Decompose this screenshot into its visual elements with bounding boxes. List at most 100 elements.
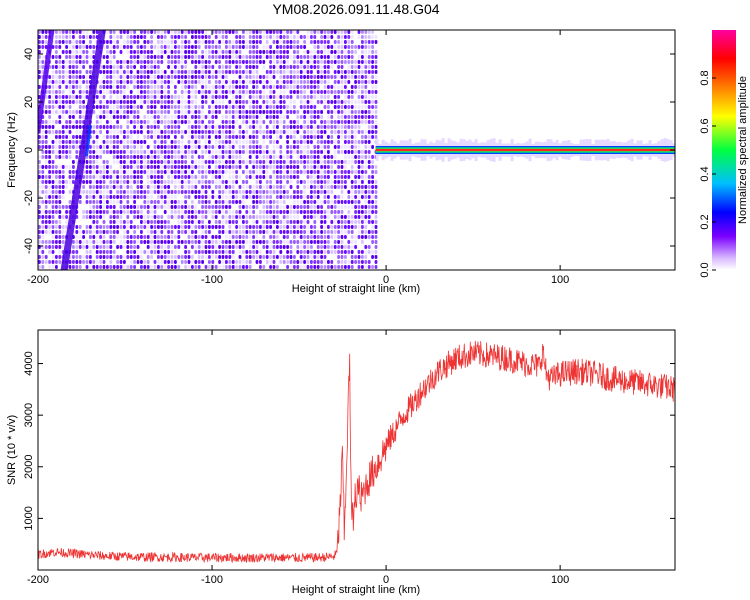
spectrogram-cell xyxy=(218,180,221,184)
spectrogram-cell xyxy=(262,190,266,194)
spectrogram-cell xyxy=(333,85,337,89)
spectrogram-cell xyxy=(150,45,153,49)
spectrogram-cell xyxy=(262,80,266,84)
spectrogram-cell xyxy=(279,155,283,159)
spectrogram-cell xyxy=(184,60,187,64)
spectrogram-cell xyxy=(126,140,130,144)
spectrogram-cell xyxy=(316,215,320,219)
spectrogram-cell xyxy=(262,200,266,204)
spectrogram-cell xyxy=(248,225,252,229)
spectrogram-cell xyxy=(136,175,140,179)
spectrogram-cell xyxy=(374,75,378,79)
spectrogram-cell xyxy=(231,255,235,259)
spectrogram-cell xyxy=(367,260,371,264)
spectrogram-cell xyxy=(197,110,201,114)
spectrogram-cell xyxy=(320,125,323,129)
spectrogram-cell xyxy=(109,210,113,214)
spectrogram-cell xyxy=(310,65,313,69)
spectrogram-cell xyxy=(299,65,303,69)
spectrogram-cell xyxy=(238,195,242,199)
spectrogram-cell xyxy=(61,130,65,134)
spectrogram-cell xyxy=(279,225,283,229)
spectrogram-cell xyxy=(214,265,218,269)
spectrogram-cell xyxy=(265,175,269,179)
spectrogram-cell xyxy=(201,165,204,169)
spectrogram-cell xyxy=(167,155,170,159)
spectrogram-cell xyxy=(262,215,266,219)
spectrogram-cell xyxy=(191,125,194,129)
spectrogram-cell xyxy=(252,30,255,34)
spectrogram-cell xyxy=(95,225,99,229)
spectrogram-cell xyxy=(177,255,181,259)
spectrogram-cell xyxy=(245,160,249,164)
spectrogram-cell xyxy=(313,80,317,84)
spectrogram-cell xyxy=(191,35,194,39)
spectrogram-cell xyxy=(248,115,252,119)
spectrogram-cell xyxy=(78,255,82,259)
spectrogram-cell xyxy=(313,160,317,164)
spectrogram-cell xyxy=(347,220,351,224)
spectrogram-cell xyxy=(310,110,313,114)
spectrogram-cell xyxy=(61,40,65,44)
spectrogram-cell xyxy=(293,235,296,239)
spectrogram-cell xyxy=(61,75,65,79)
spectrogram-cell xyxy=(201,225,204,229)
spectrogram-cell xyxy=(344,250,347,254)
spectrogram-cell xyxy=(133,30,136,34)
spectrogram-cell xyxy=(248,60,252,64)
spectrogram-cell xyxy=(112,145,116,149)
spectrogram-cell xyxy=(279,210,283,214)
spectrogram-cell xyxy=(231,145,235,149)
spectrogram-cell xyxy=(68,165,72,169)
spectrogram-cell xyxy=(340,75,344,79)
spectrogram-cell xyxy=(354,150,357,154)
spectrogram-cell xyxy=(361,60,364,64)
spectrogram-cell xyxy=(330,65,334,69)
spectrogram-cell xyxy=(48,250,51,254)
spectrogram-cell xyxy=(153,250,157,254)
spectrogram-cell xyxy=(119,215,123,219)
spectrogram-cell xyxy=(167,90,170,94)
spectrogram-cell xyxy=(157,170,160,174)
spectrogram-cell xyxy=(323,170,327,174)
spectrogram-cell xyxy=(204,195,208,199)
spectrogram-cell xyxy=(344,165,347,169)
spectrogram-cell xyxy=(119,225,123,229)
spectrogram-cell xyxy=(350,135,354,139)
spectrogram-cell xyxy=(187,170,191,174)
spectrogram-cell xyxy=(72,85,75,89)
spectrogram-cell xyxy=(279,170,283,174)
spectrogram-cell xyxy=(55,245,58,249)
spectrogram-cell xyxy=(140,175,143,179)
spectrogram-cell xyxy=(92,230,96,234)
spectrogram-cell xyxy=(109,90,113,94)
spectrogram-cell xyxy=(238,230,242,234)
spectrogram-cell xyxy=(286,70,289,74)
spectrogram-cell xyxy=(201,235,204,239)
spectrogram-cell xyxy=(364,185,368,189)
spectrogram-cell xyxy=(272,255,276,259)
spectrogram-cell xyxy=(48,150,51,154)
spectrogram-cell xyxy=(65,135,68,139)
spectrogram-cell xyxy=(68,125,72,129)
spectrogram-cell xyxy=(174,245,177,249)
spectrogram-cell xyxy=(153,70,157,74)
spectrogram-cell xyxy=(354,135,357,139)
spectrogram-cell xyxy=(106,175,109,179)
spectrogram-cell xyxy=(140,210,143,214)
spectrogram-cell xyxy=(157,150,160,154)
spectrogram-cell xyxy=(214,225,218,229)
spectrogram-cell xyxy=(289,185,293,189)
spectrogram-cell xyxy=(214,45,218,49)
spectrogram-cell xyxy=(194,260,198,264)
spectrogram-cell xyxy=(146,245,150,249)
spectrogram-cell xyxy=(99,125,102,129)
spectrogram-cell xyxy=(191,140,194,144)
spectrogram-cell xyxy=(252,85,255,89)
spectrogram-cell xyxy=(327,185,330,189)
spectrogram-cell xyxy=(276,180,279,184)
spectrogram-cell xyxy=(126,250,130,254)
spectrogram-cell xyxy=(163,185,167,189)
spectrogram-cell xyxy=(65,35,68,39)
spectrogram-cell xyxy=(344,85,347,89)
